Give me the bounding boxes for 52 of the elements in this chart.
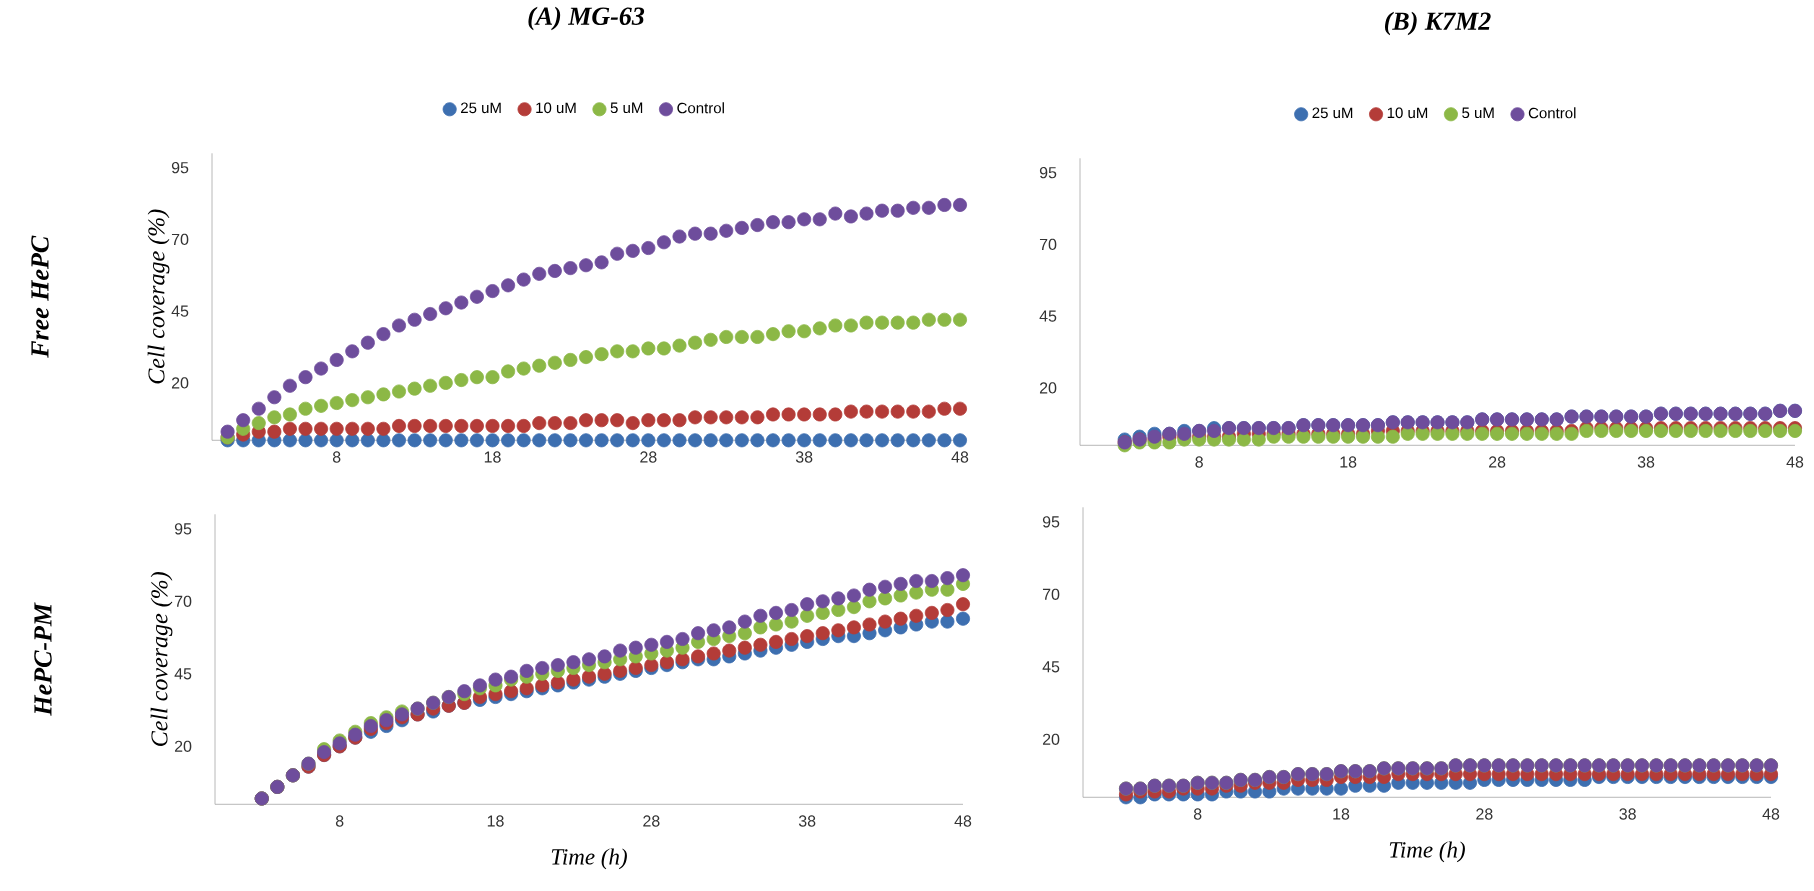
y-tick-label: 70 — [1042, 588, 1060, 600]
legend-label: 10 uM — [1387, 107, 1428, 119]
x-tick-label: 38 — [1619, 808, 1636, 820]
x-tick-label: 48 — [1786, 456, 1804, 468]
x-tick-label: 38 — [1637, 456, 1655, 468]
legend-label: 25 uM — [1312, 107, 1353, 119]
text: HePC-PM — [34, 602, 52, 716]
x-tick-label: 28 — [1476, 808, 1493, 820]
chart-title: (B) K7M2 — [1384, 11, 1491, 36]
x-axis-title: Time (h) — [1389, 841, 1465, 863]
x-tick-label: 48 — [954, 815, 972, 827]
y-axis-title: Cell coverage (%) — [147, 209, 170, 384]
legend-label: 25 uM — [461, 102, 501, 114]
x-tick-label: 28 — [643, 815, 660, 827]
y-tick-label: 20 — [1042, 733, 1060, 745]
legend-label: Control — [677, 102, 724, 114]
y-tick-label: 70 — [174, 595, 192, 607]
x-tick-label: 18 — [487, 815, 504, 827]
y-tick-label: 45 — [174, 668, 192, 680]
y-tick-label: 95 — [1039, 166, 1057, 179]
x-tick-label: 48 — [1762, 808, 1780, 820]
x-tick-label: 18 — [484, 451, 501, 463]
y-tick-label: 20 — [1039, 382, 1057, 394]
legend-label: 5 uM — [610, 102, 643, 113]
x-tick-label: 8 — [1195, 456, 1203, 468]
chart-title: (A) MG-63 — [528, 6, 645, 31]
y-tick-label: 20 — [171, 377, 189, 389]
y-tick-label: 45 — [1042, 661, 1060, 673]
x-tick-label: 18 — [1333, 808, 1350, 820]
legend-label: 10 uM — [536, 102, 576, 114]
x-tick-label: 38 — [795, 451, 813, 463]
y-tick-label: 20 — [174, 740, 192, 752]
x-tick-label: 48 — [951, 451, 969, 463]
y-tick-label: 95 — [171, 161, 189, 174]
legend-label: 5 uM — [1462, 107, 1494, 118]
y-tick-label: 95 — [1042, 516, 1060, 528]
x-tick-label: 8 — [1193, 808, 1202, 820]
y-tick-label: 70 — [1039, 238, 1057, 250]
y-tick-label: 45 — [171, 305, 189, 317]
y-axis-title: Cell coverage (%) — [150, 571, 173, 746]
y-tick-label: 70 — [171, 233, 189, 245]
x-tick-label: 8 — [332, 451, 341, 463]
x-tick-label: 8 — [335, 815, 344, 827]
x-tick-label: 28 — [1489, 456, 1506, 468]
y-tick-label: 95 — [174, 523, 192, 535]
y-tick-label: 45 — [1039, 310, 1057, 322]
text: Free HePC — [31, 235, 49, 358]
legend-label: Control — [1528, 107, 1576, 119]
x-tick-label: 38 — [798, 815, 816, 827]
x-tick-label: 18 — [1340, 456, 1357, 468]
x-axis-title: Time (h) — [551, 848, 627, 870]
x-tick-label: 28 — [640, 451, 657, 463]
